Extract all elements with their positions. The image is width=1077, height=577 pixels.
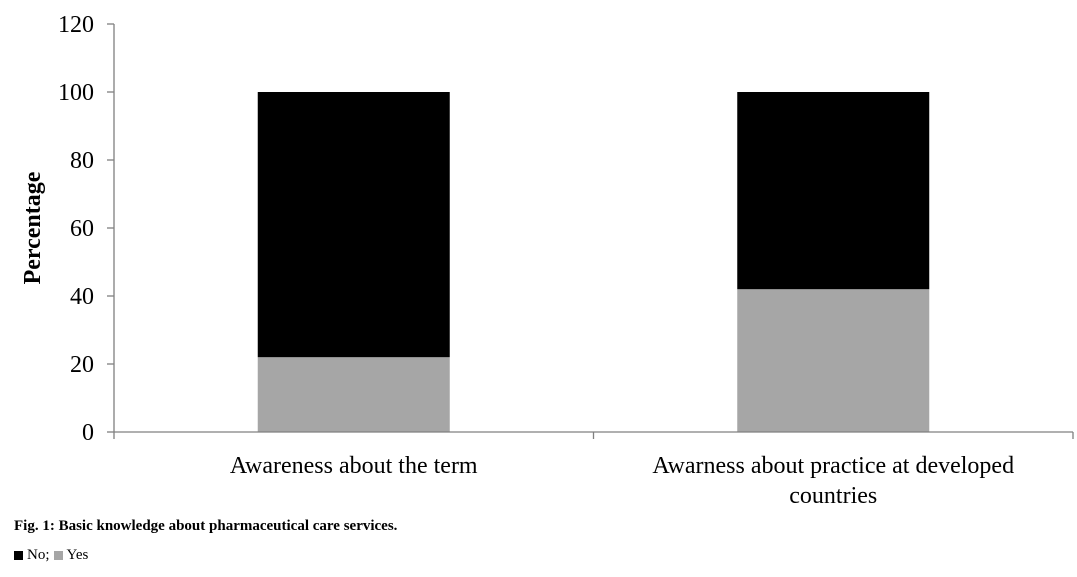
bar-yes-2 [737, 289, 930, 432]
y-tick-label: 120 [58, 12, 94, 38]
legend-swatch-yes [53, 551, 63, 560]
y-tick-labels: 0 20 40 60 80 100 120 [58, 12, 94, 446]
x-category-label: Awarness about practice at developed [652, 453, 1014, 479]
legend-swatch-no [14, 551, 23, 560]
bar-no-2 [737, 92, 930, 290]
y-tick-label: 20 [70, 352, 94, 378]
y-tick-label: 40 [70, 284, 94, 310]
bar-yes-1 [257, 357, 450, 432]
x-category-label: countries [789, 483, 877, 509]
y-tick-label: 80 [70, 148, 94, 174]
axes-group [107, 23, 1074, 439]
y-tick-label: 100 [58, 80, 94, 106]
legend-label-no: No; [27, 547, 50, 563]
legend-label-yes: Yes [66, 547, 89, 563]
y-axis-title: Percentage [20, 171, 46, 284]
figure-caption: Fig. 1: Basic knowledge about pharmaceut… [14, 518, 398, 534]
y-tick-label: 0 [82, 420, 94, 446]
x-category-label: Awareness about the term [230, 453, 478, 479]
bar-no-1 [257, 92, 450, 358]
legend: No; Yes [14, 547, 88, 564]
y-tick-label: 60 [70, 216, 94, 242]
bars-group [257, 92, 930, 432]
x-category-labels: Awareness about the term Awarness about p… [230, 453, 1014, 509]
